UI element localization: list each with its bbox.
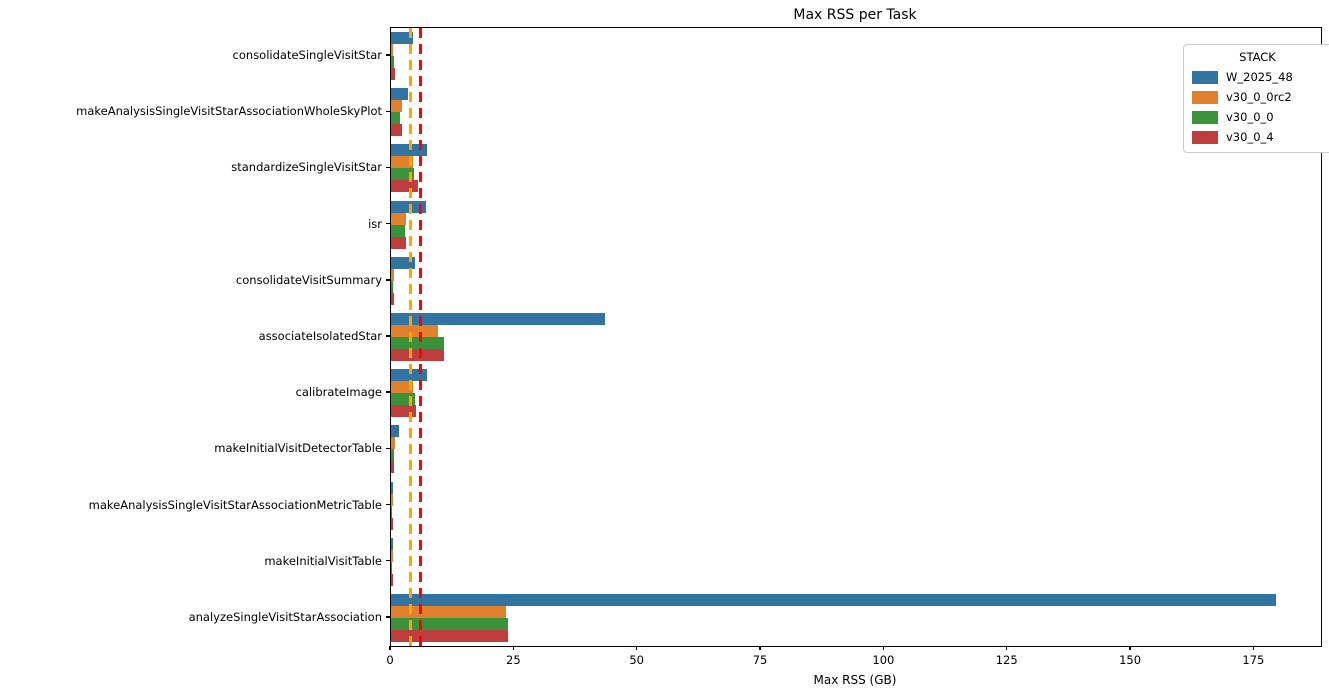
bar-v30_0_0rc2 xyxy=(391,156,414,169)
legend-entry-label: v30_0_0rc2 xyxy=(1226,90,1292,104)
bar-W_2025_48 xyxy=(391,256,415,269)
y-tick-mark xyxy=(385,110,390,113)
x-tick-label: 25 xyxy=(506,653,521,667)
bar-v30_0_4 xyxy=(391,573,393,586)
bar-v30_0_0rc2 xyxy=(391,212,406,225)
y-tick-label: makeInitialVisitTable xyxy=(264,553,382,568)
y-tick-mark xyxy=(385,616,390,618)
bar-W_2025_48 xyxy=(391,312,606,325)
x-tick-label: 175 xyxy=(1242,653,1265,667)
x-tick-mark xyxy=(882,646,885,650)
y-tick-label: isr xyxy=(368,216,382,231)
bar-v30_0_0rc2 xyxy=(391,44,394,57)
bar-v30_0_0 xyxy=(391,505,393,518)
legend-swatch xyxy=(1192,70,1218,84)
legend-entry: W_2025_48 xyxy=(1192,70,1323,84)
bar-W_2025_48 xyxy=(391,200,426,213)
legend-entries: W_2025_48 v30_0_0rc2 v30_0_0 v30_0_4 xyxy=(1192,70,1323,144)
bar-W_2025_48 xyxy=(391,144,427,157)
legend-swatch xyxy=(1192,90,1218,104)
bar-v30_0_0 xyxy=(391,224,405,237)
y-tick-mark xyxy=(385,503,390,506)
threshold-line-red-threshold xyxy=(418,28,423,646)
bar-v30_0_0 xyxy=(391,168,414,181)
x-tick-mark xyxy=(759,646,761,650)
x-tick-label: 100 xyxy=(872,653,895,667)
legend-entry: v30_0_4 xyxy=(1192,130,1323,144)
bar-v30_0_4 xyxy=(391,124,402,137)
bar-W_2025_48 xyxy=(391,425,400,438)
bar-W_2025_48 xyxy=(391,369,427,382)
bar-v30_0_0 xyxy=(391,56,394,69)
threshold-line-orange-threshold xyxy=(408,28,413,646)
legend-entry-label: v30_0_0 xyxy=(1226,110,1274,124)
bar-v30_0_4 xyxy=(391,68,395,81)
bar-v30_0_0 xyxy=(391,393,415,406)
bar-v30_0_4 xyxy=(391,180,418,193)
x-tick-mark xyxy=(1252,646,1255,650)
legend: STACK W_2025_48 v30_0_0rc2 v30_0_0 v30_0_4 xyxy=(1183,44,1329,153)
x-tick-label: 50 xyxy=(629,653,644,667)
y-tick-mark xyxy=(385,166,390,169)
x-tick-label: 125 xyxy=(995,653,1018,667)
bar-W_2025_48 xyxy=(391,593,1277,606)
bar-v30_0_0rc2 xyxy=(391,324,438,337)
x-tick-label: 75 xyxy=(752,653,768,667)
x-tick-mark xyxy=(635,646,638,650)
y-tick-label: makeAnalysisSingleVisitStarAssociationMe… xyxy=(88,497,382,512)
y-tick-mark xyxy=(385,222,390,225)
x-tick-label: 150 xyxy=(1119,653,1142,667)
y-tick-mark xyxy=(385,279,390,281)
chart-title: Max RSS per Task xyxy=(793,7,917,23)
legend-swatch xyxy=(1192,130,1218,144)
y-tick-mark xyxy=(385,54,390,56)
x-tick-mark xyxy=(389,646,391,650)
x-tick-mark xyxy=(1005,646,1008,650)
y-tick-mark xyxy=(385,447,390,450)
bar-W_2025_48 xyxy=(391,481,394,494)
bar-v30_0_0 xyxy=(391,561,393,574)
y-tick-label: associateIsolatedStar xyxy=(258,329,382,343)
bar-W_2025_48 xyxy=(391,88,409,101)
bar-v30_0_0rc2 xyxy=(391,268,394,281)
plot-area xyxy=(390,27,1322,647)
bar-v30_0_0 xyxy=(391,337,444,349)
bar-v30_0_4 xyxy=(391,461,395,474)
x-axis-label: Max RSS (GB) xyxy=(813,673,897,687)
bar-W_2025_48 xyxy=(391,32,414,45)
legend-entry: v30_0_0 xyxy=(1192,110,1323,124)
bar-v30_0_0 xyxy=(391,449,395,462)
bar-v30_0_0rc2 xyxy=(391,493,393,506)
legend-entry: v30_0_0rc2 xyxy=(1192,90,1323,104)
legend-entry-label: v30_0_4 xyxy=(1226,130,1274,144)
bar-v30_0_4 xyxy=(391,517,393,530)
y-tick-label: consolidateVisitSummary xyxy=(235,272,382,287)
bar-W_2025_48 xyxy=(391,537,394,550)
y-tick-mark xyxy=(385,391,390,393)
bar-v30_0_4 xyxy=(391,292,395,305)
bar-v30_0_0 xyxy=(391,280,394,293)
y-tick-mark xyxy=(385,335,390,337)
y-tick-label: makeAnalysisSingleVisitStarAssociationWh… xyxy=(76,104,382,119)
bar-v30_0_0rc2 xyxy=(391,549,393,562)
x-tick-mark xyxy=(512,646,515,650)
y-tick-label: consolidateSingleVisitStar xyxy=(232,48,382,63)
bar-v30_0_4 xyxy=(391,236,406,249)
bar-v30_0_0rc2 xyxy=(391,100,402,113)
x-tick-mark xyxy=(1129,646,1131,650)
y-tick-label: analyzeSingleVisitStarAssociation xyxy=(188,609,382,624)
y-tick-label: standardizeSingleVisitStar xyxy=(231,160,382,175)
y-tick-mark xyxy=(385,559,390,562)
bar-v30_0_0rc2 xyxy=(391,437,395,450)
x-tick-label: 0 xyxy=(386,653,394,667)
y-tick-label: makeInitialVisitDetectorTable xyxy=(214,441,382,456)
bar-v30_0_0rc2 xyxy=(391,381,414,394)
legend-title: STACK xyxy=(1239,50,1276,64)
bar-v30_0_0 xyxy=(391,112,401,125)
legend-swatch xyxy=(1192,110,1218,124)
bar-v30_0_4 xyxy=(391,349,445,361)
legend-entry-label: W_2025_48 xyxy=(1226,70,1293,84)
y-tick-label: calibrateImage xyxy=(295,385,382,400)
